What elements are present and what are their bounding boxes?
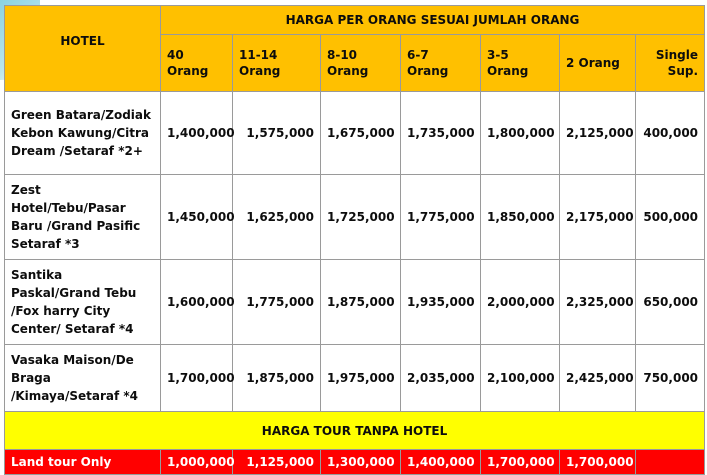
price-cell: 650,000 (634, 259, 706, 345)
price-cell: 400,000 (634, 91, 706, 175)
price-cell: 1,575,000 (232, 91, 321, 175)
hotel-price-table: HOTEL HARGA PER ORANG SESUAI JUMLAH ORAN… (3, 5, 706, 475)
land-tour-price: 1,700,000 (480, 449, 560, 475)
price-cell: 1,600,000 (160, 259, 235, 345)
hotel-name-cell: Zest Hotel/Tebu/Pasar Baru /Grand Pasifi… (4, 174, 161, 260)
price-cell: 1,875,000 (320, 259, 401, 345)
price-cell: 1,625,000 (232, 174, 321, 260)
price-cell: 2,325,000 (559, 259, 636, 345)
price-cell: 1,725,000 (320, 174, 401, 260)
price-cell: 1,450,000 (160, 174, 235, 260)
price-cell: 2,100,000 (480, 344, 560, 412)
column-header-8-10-orang: 8-10 Orang (320, 34, 401, 92)
table-row: Santika Paskal/Grand Tebu /Fox harry Cit… (4, 259, 706, 345)
column-header-single-sup: Single Sup. (634, 34, 706, 92)
price-cell: 750,000 (634, 344, 706, 412)
price-cell: 1,700,000 (160, 344, 235, 412)
group-price-header: HARGA PER ORANG SESUAI JUMLAH ORANG (159, 5, 706, 35)
hotel-name-cell: Green Batara/Zodiak Kebon Kawung/Citra D… (4, 91, 161, 175)
table-row: Zest Hotel/Tebu/Pasar Baru /Grand Pasifi… (4, 174, 706, 260)
price-cell: 1,975,000 (320, 344, 401, 412)
price-cell: 1,775,000 (232, 259, 321, 345)
price-cell: 2,175,000 (559, 174, 636, 260)
column-header-6-7-orang: 6-7 Orang (400, 34, 481, 92)
table-row: Green Batara/Zodiak Kebon Kawung/Citra D… (4, 91, 706, 175)
hotel-name-cell: Vasaka Maison/De Braga /Kimaya/Setaraf *… (4, 344, 161, 412)
price-cell: 2,000,000 (480, 259, 560, 345)
column-header-11-14-orang: 11-14 Orang (232, 34, 321, 92)
column-header-2-orang: 2 Orang (559, 34, 636, 92)
price-cell: 1,400,000 (160, 91, 235, 175)
price-cell: 2,425,000 (559, 344, 636, 412)
no-hotel-header: HARGA TOUR TANPA HOTEL (3, 411, 706, 450)
column-header-40-orang: 40 Orang (160, 34, 233, 92)
price-cell: 1,735,000 (400, 91, 481, 175)
hotel-column-header: HOTEL (4, 5, 161, 92)
price-cell: 1,850,000 (480, 174, 560, 260)
hotel-name-cell: Santika Paskal/Grand Tebu /Fox harry Cit… (4, 259, 161, 345)
no-hotel-band: HARGA TOUR TANPA HOTEL (3, 411, 706, 450)
price-cell: 1,875,000 (232, 344, 321, 412)
price-cell: 2,125,000 (559, 91, 636, 175)
price-cell: 1,775,000 (400, 174, 481, 260)
price-cell: 1,675,000 (320, 91, 401, 175)
price-cell: 500,000 (634, 174, 706, 260)
price-cell: 1,800,000 (480, 91, 560, 175)
table-row: Vasaka Maison/De Braga /Kimaya/Setaraf *… (4, 344, 706, 412)
column-header-3-5-orang: 3-5 Orang (480, 34, 560, 92)
price-cell: 1,935,000 (400, 259, 481, 345)
price-cell: 2,035,000 (400, 344, 481, 412)
